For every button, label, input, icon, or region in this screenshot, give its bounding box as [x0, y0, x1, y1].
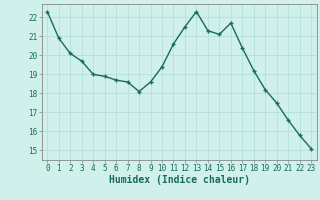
X-axis label: Humidex (Indice chaleur): Humidex (Indice chaleur)	[109, 175, 250, 185]
